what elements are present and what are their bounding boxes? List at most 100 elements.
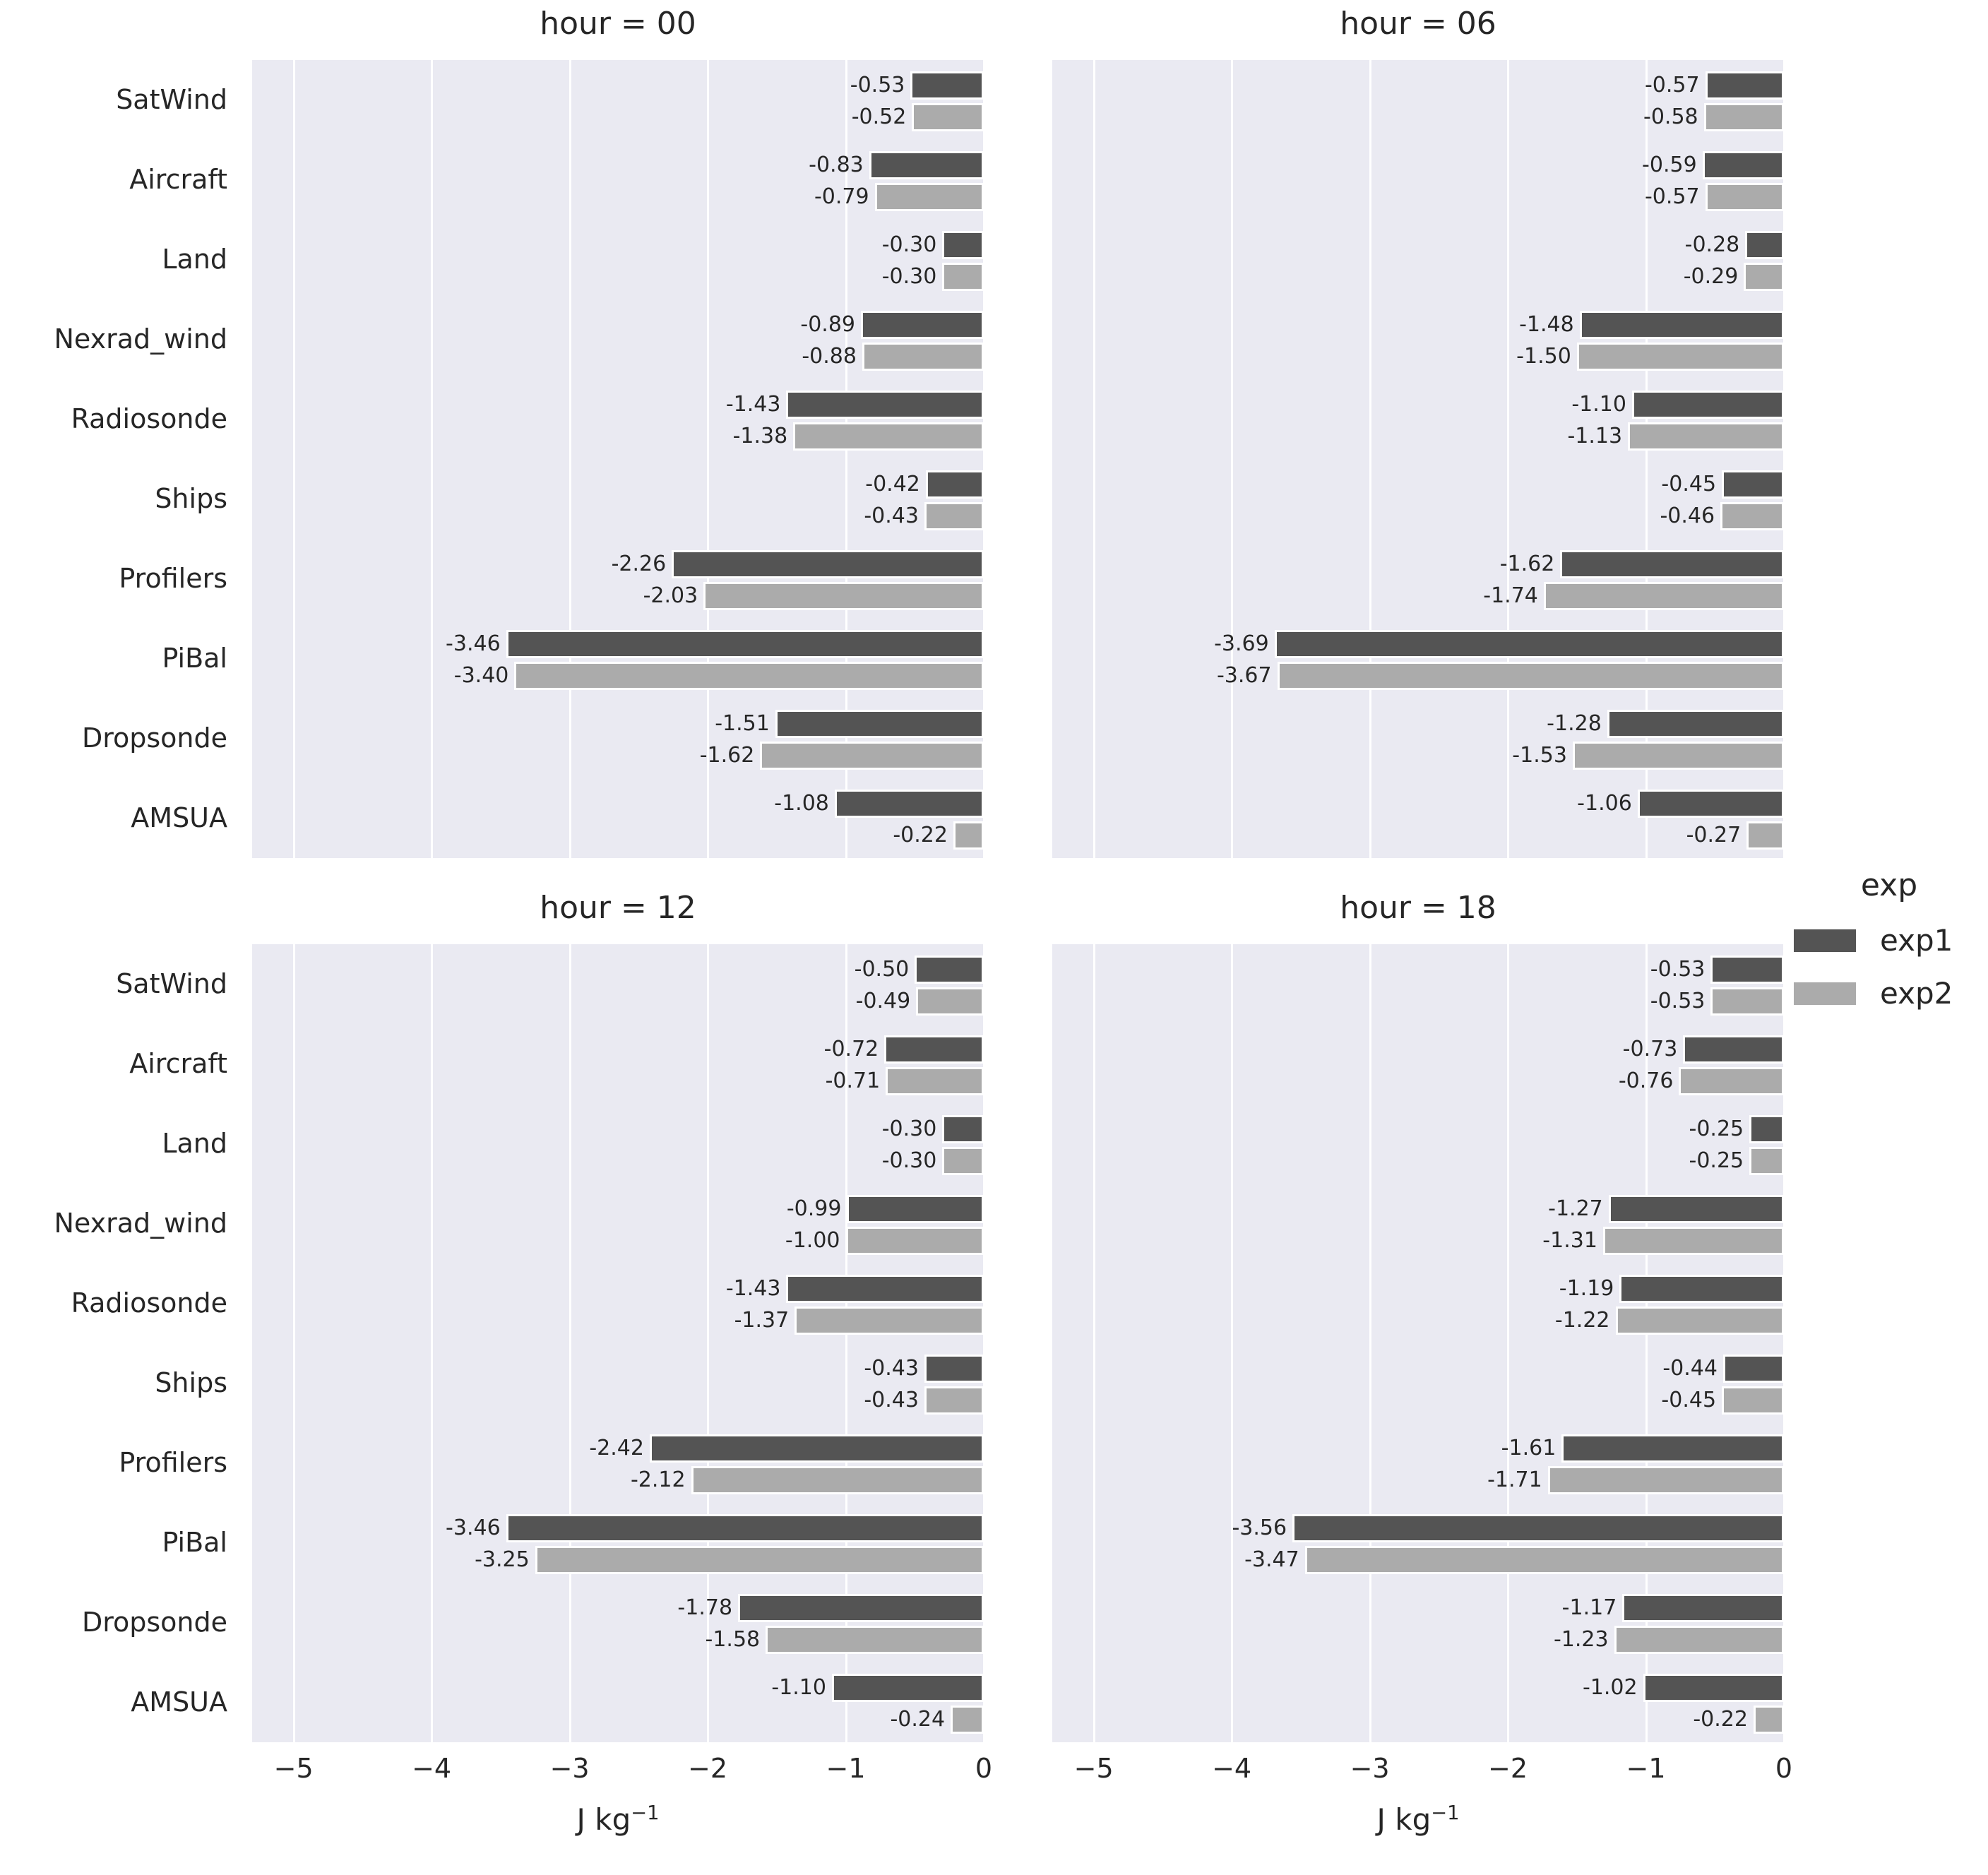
legend-label-exp1: exp1 (1880, 923, 1953, 958)
y-tick-label-ships: Ships (155, 483, 227, 514)
legend-entry-exp1: exp1 (1794, 923, 1984, 958)
bar-value-label-exp2-aircraft: -0.71 (825, 1069, 881, 1093)
bar-exp1-profilers (672, 550, 984, 578)
x-axis-label-right: J kg−1 (1376, 1802, 1460, 1837)
bar-value-label-exp1-dropsonde: -1.28 (1547, 711, 1602, 736)
y-tick-label-radiosonde: Radiosonde (71, 1287, 227, 1319)
gridline-x-4 (1231, 60, 1234, 858)
bar-exp2-dropsonde (1572, 742, 1784, 770)
bar-value-label-exp1-satwind: -0.53 (1650, 957, 1706, 982)
bar-exp1-radiosonde (786, 391, 984, 419)
bar-exp2-profilers (703, 582, 984, 610)
bar-value-label-exp2-amsua: -0.22 (1693, 1707, 1748, 1732)
y-tick-label-satwind: SatWind (116, 968, 227, 999)
bar-value-label-exp1-pibal: -3.46 (446, 1516, 501, 1540)
panel-title-hour-18: hour = 18 (1340, 890, 1496, 926)
panel-title-hour-12: hour = 12 (540, 890, 696, 926)
bar-exp1-satwind (1710, 956, 1784, 984)
x-tick-label-col1-−1: −1 (826, 1753, 866, 1784)
y-tick-label-land: Land (162, 244, 227, 275)
x-tick-label-col2-−5: −5 (1073, 1753, 1114, 1784)
bar-exp2-pibal (1304, 1546, 1784, 1574)
bar-value-label-exp2-land: -0.29 (1683, 264, 1739, 289)
bar-value-label-exp1-aircraft: -0.73 (1622, 1037, 1678, 1061)
bar-value-label-exp1-amsua: -1.02 (1582, 1675, 1638, 1700)
gridline-x-5 (1093, 60, 1095, 858)
gridline-x0 (1783, 60, 1785, 858)
bar-value-label-exp1-profilers: -2.42 (589, 1436, 644, 1460)
bar-exp2-aircraft (1679, 1067, 1784, 1095)
bar-value-label-exp2-dropsonde: -1.58 (705, 1627, 761, 1652)
bar-value-label-exp1-profilers: -1.61 (1501, 1436, 1557, 1460)
bar-exp2-aircraft (1705, 183, 1784, 211)
bar-value-label-exp1-satwind: -0.53 (850, 73, 905, 97)
bar-exp2-profilers (1543, 582, 1784, 610)
bar-value-label-exp1-pibal: -3.56 (1232, 1516, 1287, 1540)
bar-value-label-exp1-profilers: -2.26 (611, 552, 667, 576)
bar-value-label-exp2-amsua: -0.24 (890, 1707, 946, 1732)
bar-exp1-radiosonde (1631, 391, 1784, 419)
legend-label-exp2: exp2 (1880, 976, 1953, 1011)
bar-exp2-radiosonde (1628, 422, 1784, 451)
bar-exp1-amsua (1643, 1674, 1784, 1702)
bar-exp2-satwind (912, 103, 984, 131)
y-tick-label-aircraft: Aircraft (129, 1048, 227, 1079)
bar-value-label-exp2-nexrad_wind: -1.50 (1516, 344, 1571, 369)
bar-value-label-exp1-nexrad_wind: -0.99 (786, 1196, 842, 1221)
legend-title: exp (1860, 867, 1918, 903)
bar-exp1-pibal (506, 1514, 984, 1542)
gridline-x-4 (1231, 944, 1234, 1742)
bar-value-label-exp1-amsua: -1.08 (774, 791, 829, 816)
bar-value-label-exp1-aircraft: -0.83 (809, 153, 864, 177)
bar-value-label-exp1-ships: -0.42 (865, 472, 920, 496)
y-tick-label-profilers: Profilers (119, 563, 227, 594)
bar-value-label-exp1-land: -0.28 (1684, 232, 1740, 257)
bar-exp2-dropsonde (760, 742, 984, 770)
bar-exp2-land (1744, 263, 1784, 291)
bar-exp2-ships (1720, 502, 1784, 530)
bar-value-label-exp2-pibal: -3.67 (1216, 663, 1272, 688)
bar-value-label-exp2-land: -0.30 (881, 264, 937, 289)
gridline-x-4 (431, 60, 434, 858)
bar-value-label-exp2-nexrad_wind: -1.31 (1542, 1228, 1597, 1253)
y-tick-label-amsua: AMSUA (131, 802, 227, 833)
y-tick-label-satwind: SatWind (116, 84, 227, 115)
bar-value-label-exp1-ships: -0.44 (1662, 1356, 1718, 1381)
bar-value-label-exp2-profilers: -1.74 (1483, 583, 1538, 608)
bar-value-label-exp2-radiosonde: -1.13 (1567, 424, 1623, 448)
x-tick-label-col2-0: 0 (1775, 1753, 1793, 1784)
bar-value-label-exp2-radiosonde: -1.22 (1554, 1308, 1610, 1333)
bar-exp2-ships (924, 502, 984, 530)
plot-area-hour-12: -0.50 -0.49 -0.72 -0.71 -0.30 -0.30 -0.99 -1.00… (252, 944, 985, 1742)
bar-exp2-ships (924, 1386, 984, 1415)
bar-value-label-exp2-amsua: -0.22 (893, 823, 948, 847)
bar-exp1-radiosonde (786, 1275, 984, 1303)
bar-value-label-exp1-ships: -0.43 (864, 1356, 919, 1381)
y-tick-label-aircraft: Aircraft (129, 164, 227, 195)
bar-value-label-exp2-ships: -0.45 (1661, 1388, 1717, 1412)
bar-exp1-aircraft (1683, 1035, 1784, 1064)
bar-exp2-aircraft (886, 1067, 984, 1095)
gridline-x-2 (707, 944, 710, 1742)
bar-value-label-exp1-profilers: -1.62 (1499, 552, 1555, 576)
bar-exp1-land (1745, 231, 1784, 259)
gridline-x-2 (1507, 944, 1510, 1742)
bar-exp2-land (1749, 1147, 1784, 1175)
bar-exp1-aircraft (1702, 151, 1784, 179)
legend-entry-exp2: exp2 (1794, 976, 1984, 1011)
x-tick-label-col2-−3: −3 (1350, 1753, 1390, 1784)
y-tick-label-pibal: PiBal (162, 643, 227, 674)
bar-value-label-exp1-radiosonde: -1.19 (1559, 1276, 1614, 1301)
gridline-x-3 (1369, 944, 1371, 1742)
bar-value-label-exp2-dropsonde: -1.62 (699, 743, 755, 768)
bar-exp1-nexrad_wind (847, 1195, 984, 1223)
bar-value-label-exp1-aircraft: -0.72 (823, 1037, 879, 1061)
bar-exp2-amsua (953, 821, 984, 850)
gridline-x-2 (1507, 60, 1510, 858)
gridline-x-2 (707, 60, 710, 858)
bar-exp2-satwind (1703, 103, 1784, 131)
bar-value-label-exp1-dropsonde: -1.17 (1561, 1595, 1617, 1620)
bar-value-label-exp2-ships: -0.46 (1660, 504, 1715, 528)
gridline-x-1 (845, 944, 847, 1742)
bar-exp2-radiosonde (1615, 1306, 1784, 1335)
